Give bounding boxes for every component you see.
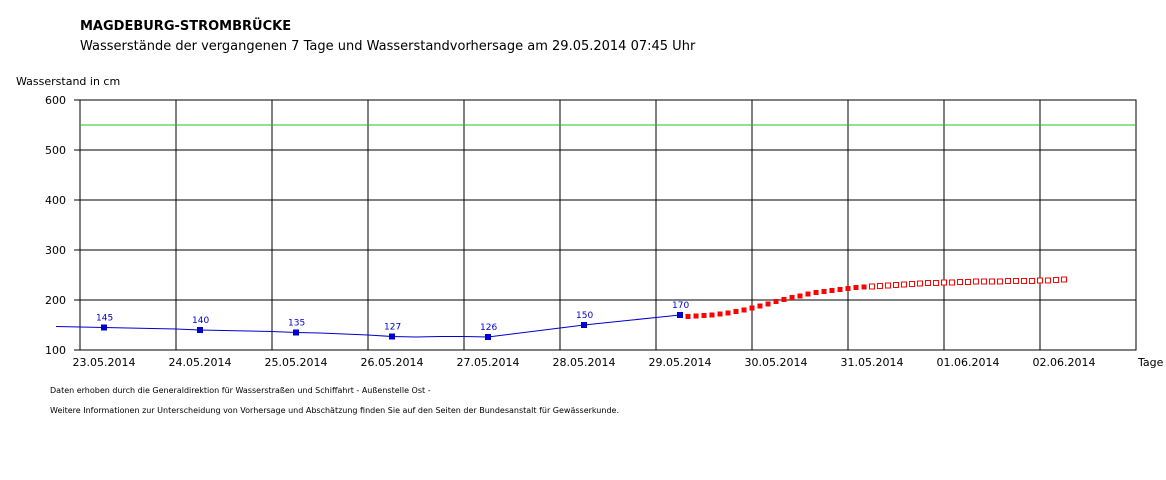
forecast-point [773, 299, 779, 304]
estimate-point [909, 281, 916, 287]
estimate-point [1013, 278, 1019, 284]
forecast-point [725, 310, 731, 316]
forecast-point [693, 313, 699, 319]
plot-frame [79, 99, 1137, 351]
estimate-point [941, 279, 947, 286]
forecast-point [861, 284, 867, 290]
measured-point [389, 333, 395, 340]
x-tick-label: 25.05.2014 [265, 356, 328, 369]
estimate-point [965, 279, 971, 285]
forecast-point [805, 291, 811, 297]
forecast-point [685, 314, 691, 319]
y-tick-label: 400 [45, 194, 66, 207]
estimate-point [1053, 277, 1060, 283]
forecast-point [709, 312, 715, 318]
forecast-point [781, 297, 787, 302]
measured-series-line [55, 314, 681, 338]
estimate-point [1005, 278, 1012, 284]
forecast-point [701, 313, 707, 318]
x-tick-label: 31.05.2014 [841, 356, 904, 369]
estimate-point [989, 278, 995, 285]
estimate-point [933, 280, 940, 286]
forecast-point [757, 303, 763, 309]
forecast-point [837, 287, 843, 292]
forecast-point [789, 295, 795, 300]
y-tick-label: 300 [45, 244, 66, 257]
estimate-point [1029, 278, 1036, 284]
estimate-point [1061, 276, 1067, 283]
forecast-point [749, 305, 755, 311]
y-tick-label: 600 [45, 94, 66, 107]
forecast-point [813, 290, 819, 295]
measured-point [293, 329, 299, 336]
forecast-point [765, 301, 771, 307]
x-tick-label: 23.05.2014 [73, 356, 136, 369]
measured-point [197, 327, 203, 333]
measured-point [101, 324, 107, 331]
x-tick-label: 30.05.2014 [745, 356, 808, 369]
forecast-point [797, 293, 803, 299]
data-label: 145 [96, 314, 113, 324]
estimate-point [1044, 277, 1051, 284]
data-label: 150 [576, 311, 593, 321]
y-tick-label: 100 [45, 344, 66, 357]
x-tick-label: 28.05.2014 [553, 356, 616, 369]
y-tick-label: 200 [45, 294, 66, 307]
forecast-point [853, 285, 859, 290]
measured-point [485, 334, 491, 340]
forecast-point [733, 309, 739, 314]
data-label: 170 [672, 301, 689, 311]
footer-info-note: Weitere Informationen zur Unterscheidung… [50, 406, 619, 415]
x-tick-label: 01.06.2014 [937, 356, 1000, 369]
data-label: 135 [288, 319, 305, 329]
estimate-point [1020, 278, 1027, 284]
x-tick-label: 02.06.2014 [1033, 356, 1096, 369]
forecast-point [717, 311, 723, 317]
data-label: 140 [192, 316, 209, 326]
estimate-point [924, 280, 931, 286]
estimate-point [917, 280, 923, 287]
x-tick-label: 27.05.2014 [457, 356, 520, 369]
estimate-point [972, 278, 979, 285]
forecast-point [821, 289, 827, 294]
y-axis-label: Wasserstand in cm [16, 75, 120, 88]
x-axis-label: Tage [1137, 356, 1164, 369]
estimate-point [893, 282, 899, 288]
estimate-point [948, 279, 955, 286]
estimate-point [876, 283, 883, 289]
estimate-point [981, 278, 988, 285]
y-tick-label: 500 [45, 144, 66, 157]
measured-point [677, 312, 683, 318]
estimate-point [1037, 277, 1043, 284]
forecast-point [741, 307, 747, 313]
chart-title: MAGDEBURG-STROMBRÜCKE [80, 19, 292, 34]
x-tick-label: 24.05.2014 [169, 356, 232, 369]
data-label: 126 [480, 323, 497, 333]
estimate-point [957, 279, 964, 285]
chart-subtitle: Wasserstände der vergangenen 7 Tage und … [80, 39, 696, 54]
x-tick-label: 29.05.2014 [649, 356, 712, 369]
measured-point [581, 322, 587, 328]
x-tick-label: 26.05.2014 [361, 356, 424, 369]
estimate-point [900, 281, 907, 288]
estimate-point [869, 283, 875, 290]
estimate-point [885, 282, 892, 289]
forecast-point [845, 286, 851, 291]
data-label: 127 [384, 323, 401, 333]
forecast-point [829, 288, 835, 293]
estimate-point [996, 278, 1003, 285]
footer-source-note: Daten erhoben durch die Generaldirektion… [50, 386, 431, 395]
